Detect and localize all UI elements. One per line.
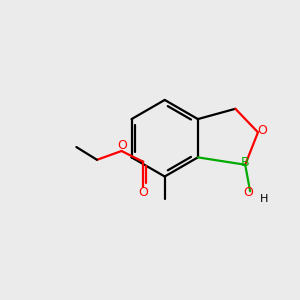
Text: O: O	[257, 124, 267, 137]
Text: B: B	[241, 156, 250, 169]
Text: H: H	[260, 194, 269, 204]
Text: O: O	[243, 186, 253, 199]
Text: O: O	[138, 186, 148, 199]
Text: O: O	[117, 139, 127, 152]
